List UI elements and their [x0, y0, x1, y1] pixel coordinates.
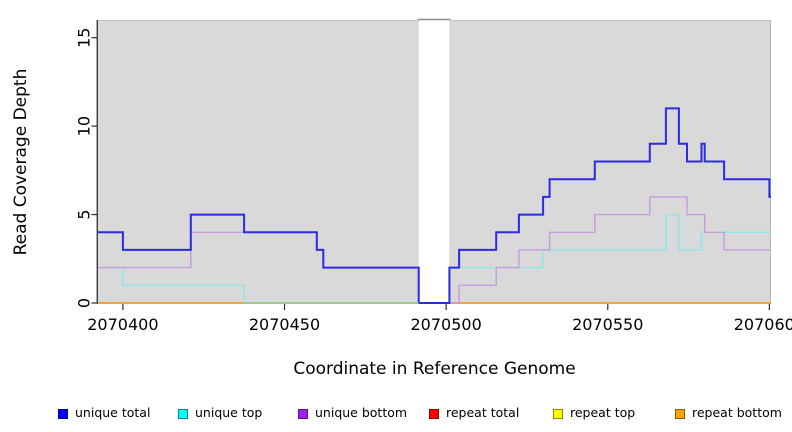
y-tick-label: 15 [75, 28, 94, 48]
x-tick-label: 2070550 [572, 315, 643, 334]
y-tick-label: 0 [75, 298, 94, 308]
legend-label: unique top [195, 405, 263, 420]
legend-label: unique bottom [315, 405, 408, 420]
x-tick-label: 2070400 [87, 315, 158, 334]
legend-item-repeat-top: repeat top [553, 403, 636, 420]
legend-item-unique-top: unique top [178, 403, 263, 420]
legend-item-repeat-total: repeat total [429, 403, 520, 420]
y-tick-label: 5 [75, 209, 94, 219]
legend-item-repeat-bottom: repeat bottom [675, 403, 782, 420]
legend-item-unique-total: unique total [58, 403, 151, 420]
coverage-plot: 0 5 10 15 2070400 2070450 2070500 2070550 207060… [74, 14, 792, 334]
legend-swatch-repeat-total [429, 408, 439, 419]
legend-label: repeat total [446, 405, 520, 420]
legend-label: repeat bottom [692, 405, 782, 420]
y-axis-title: Read Coverage Depth [11, 68, 31, 256]
legend-swatch-unique-top [178, 408, 188, 419]
x-tick-label: 2070500 [411, 315, 482, 334]
coverage-gap-band [418, 14, 450, 303]
legend-swatch-repeat-bottom [675, 408, 685, 419]
legend-swatch-unique-bottom [298, 408, 308, 419]
x-tick-label: 2070450 [249, 315, 320, 334]
x-tick-label: 2070600 [734, 315, 792, 334]
y-tick-label: 10 [75, 116, 94, 136]
legend-swatch-repeat-top [553, 408, 563, 419]
legend-swatch-unique-total [58, 408, 68, 419]
series-unique-top [98, 213, 771, 304]
series-unique-total [98, 107, 771, 304]
legend-item-unique-bottom: unique bottom [298, 403, 408, 420]
legend-label: unique total [75, 405, 151, 420]
legend-label: repeat top [570, 405, 636, 420]
x-axis-title: Coordinate in Reference Genome [293, 359, 576, 379]
